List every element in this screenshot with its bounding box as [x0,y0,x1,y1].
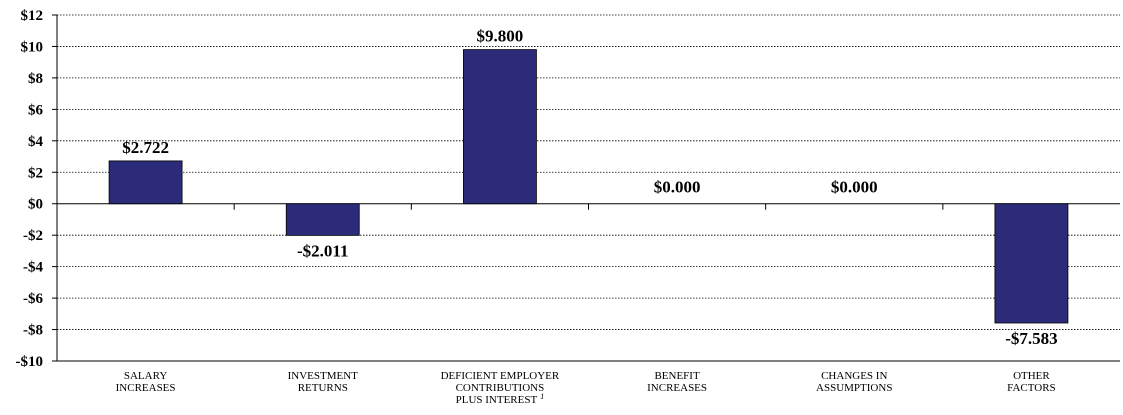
y-tick-label: -$6 [23,291,43,307]
y-tick-label: $10 [21,39,44,55]
data-label: $0.000 [831,178,878,197]
data-label: -$2.011 [297,241,348,260]
y-tick-label: -$10 [16,354,44,370]
data-label: $0.000 [654,178,701,197]
category-label: RETURNS [298,382,348,394]
bar [285,203,360,236]
axes [52,14,1120,362]
gridlines [57,14,1120,362]
labels: $12 $10 $8 $6 $4 $2 $0 -$2 -$4 -$6 -$8 -$10 $2.722 SA… [16,8,1058,406]
category-label: INVESTMENT [288,370,359,382]
y-tick-label: -$4 [23,260,43,276]
category-label: PLUS INTEREST 1 [456,392,545,406]
y-tick-label: -$2 [23,228,43,244]
bars [108,49,1069,324]
bar [108,160,183,205]
category-label: FACTORS [1007,382,1056,394]
y-tick-label: $6 [28,102,44,118]
category-label: INCREASES [116,382,176,394]
data-label: $2.722 [122,138,169,157]
y-tick-label: $0 [28,197,43,213]
category-label: ASSUMPTIONS [816,382,892,394]
category-label: INCREASES [647,382,707,394]
bar [463,49,537,205]
category-label: BENEFIT [654,370,700,382]
y-tick-label: $4 [28,134,44,150]
y-tick-label: -$8 [23,323,43,339]
bar [994,203,1069,324]
data-label: $9.800 [477,27,524,46]
category-label: DEFICIENT EMPLOYER [441,370,560,382]
category-label: CONTRIBUTIONS [456,382,545,394]
data-label: -$7.583 [1005,329,1057,348]
y-tick-label: $2 [28,165,43,181]
footnote-marker: 1 [540,392,544,401]
y-tick-label: $12 [21,8,44,24]
category-label: CHANGES IN [821,370,887,382]
category-label: OTHER [1013,370,1050,382]
y-tick-label: $8 [28,71,43,87]
category-label: SALARY [124,370,167,382]
